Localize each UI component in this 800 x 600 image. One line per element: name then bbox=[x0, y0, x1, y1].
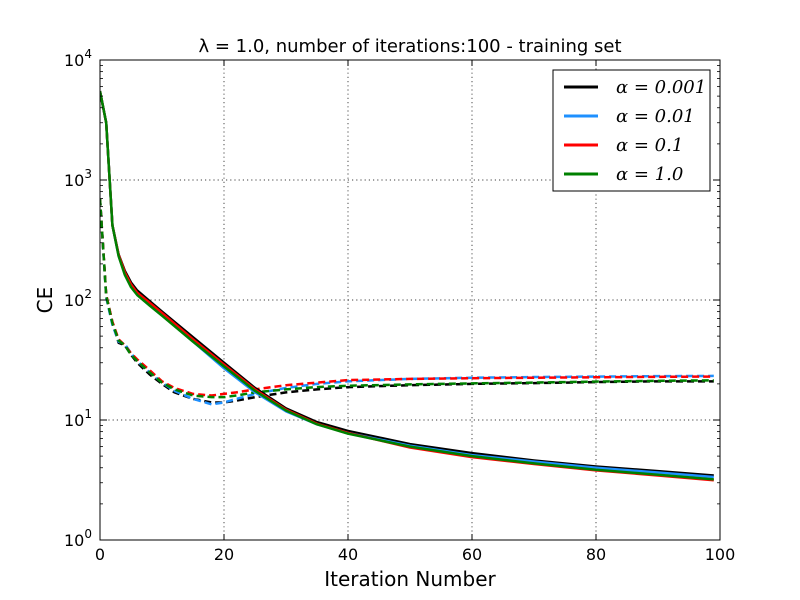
x-tick-label: 40 bbox=[338, 545, 358, 564]
series-line-3 bbox=[100, 90, 714, 481]
x-tick-label: 20 bbox=[214, 545, 234, 564]
y-tick-label: 104 bbox=[64, 47, 92, 70]
x-tick-label: 100 bbox=[705, 545, 736, 564]
x-axis-label: Iteration Number bbox=[324, 567, 496, 591]
y-tick-label: 100 bbox=[64, 527, 92, 550]
axis-ticks: 0 20 40 60 80 100 100 101 102 103 104 bbox=[64, 47, 735, 564]
dashed-series-line-5 bbox=[100, 198, 714, 406]
legend-box bbox=[552, 69, 711, 192]
series-lines bbox=[100, 90, 714, 482]
dashed-series-line-6 bbox=[100, 198, 714, 397]
x-tick-label: 0 bbox=[95, 545, 105, 564]
y-tick-label: 103 bbox=[64, 167, 92, 190]
legend-label: α = 0.01 bbox=[616, 106, 695, 127]
y-axis-label: CE bbox=[33, 287, 57, 314]
chart-title: λ = 1.0, number of iterations:100 - trai… bbox=[198, 36, 621, 57]
legend-label: α = 1.0 bbox=[616, 164, 683, 185]
y-tick-label: 101 bbox=[64, 407, 92, 430]
legend-label: α = 0.001 bbox=[616, 77, 706, 98]
x-tick-label: 80 bbox=[586, 545, 606, 564]
legend-label: α = 0.1 bbox=[616, 135, 683, 156]
legend: α = 0.001 α = 0.01 α = 0.1 α = 1.0 bbox=[552, 69, 711, 192]
y-tick-label: 102 bbox=[64, 287, 92, 310]
x-tick-label: 60 bbox=[462, 545, 482, 564]
dashed-series-line-7 bbox=[100, 198, 714, 399]
